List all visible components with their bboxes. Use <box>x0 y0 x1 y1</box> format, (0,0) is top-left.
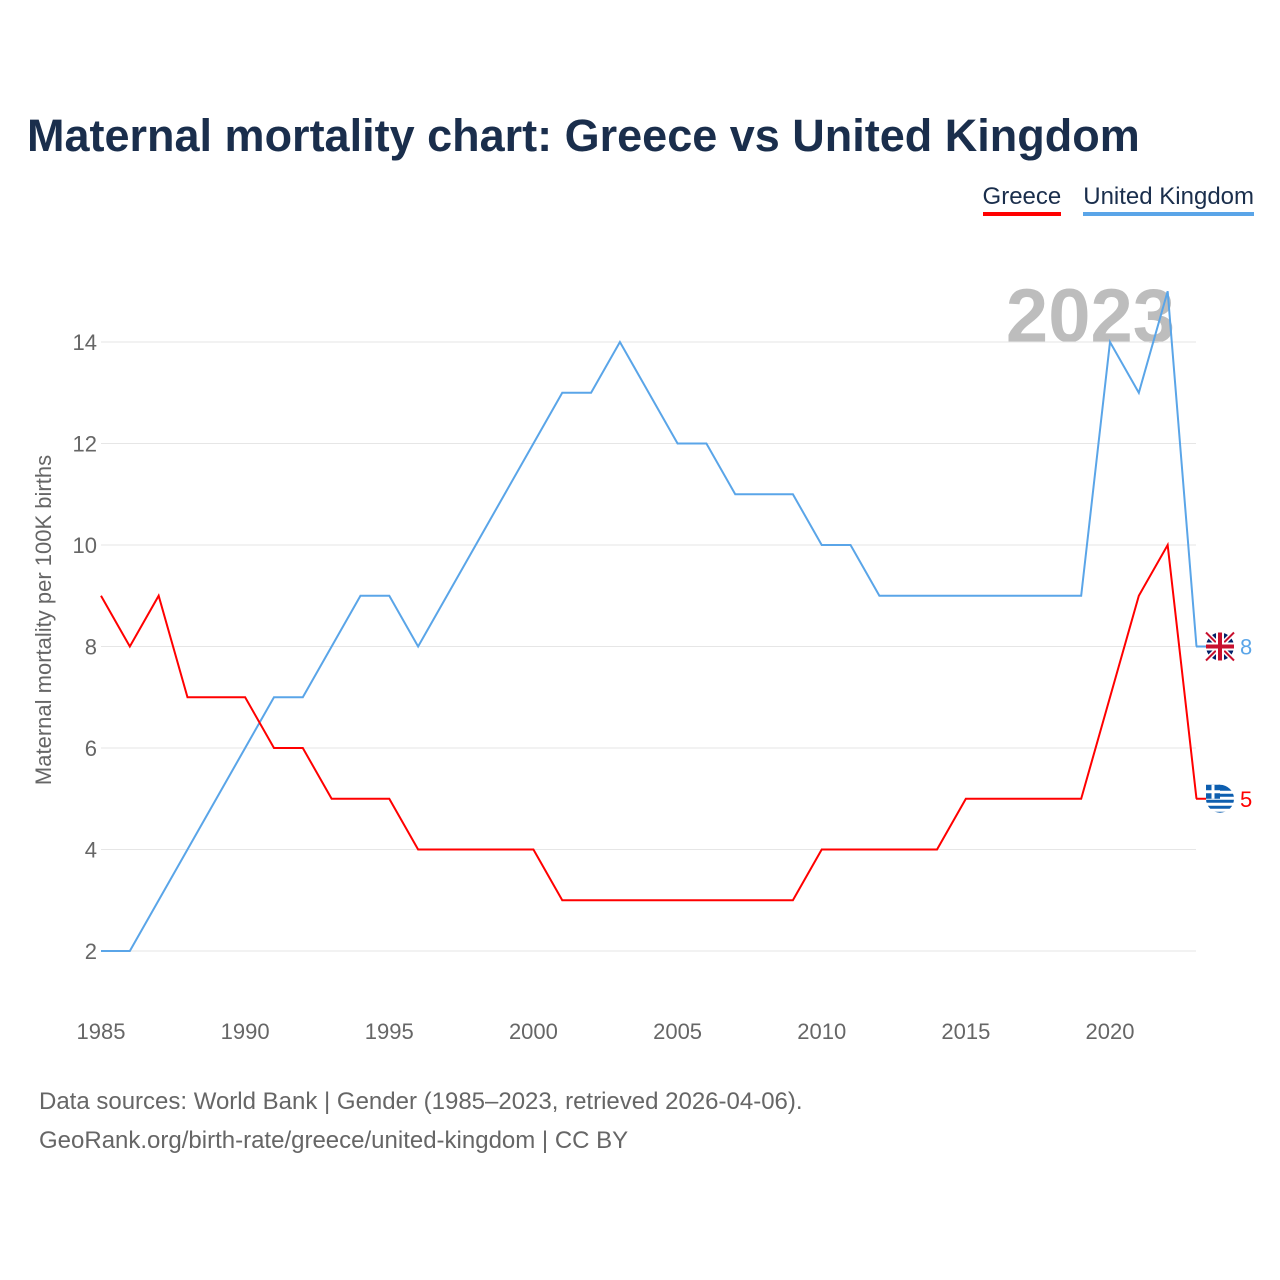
legend: Greece United Kingdom <box>982 183 1254 216</box>
x-tick-label: 1985 <box>77 1019 126 1044</box>
end-value-label: 8 <box>1240 635 1252 660</box>
y-tick-label: 2 <box>85 939 97 964</box>
series-line-greece <box>100 541 1198 902</box>
chart-title: Maternal mortality chart: Greece vs Unit… <box>27 110 1140 161</box>
y-tick-label: 4 <box>85 838 97 863</box>
x-tick-label: 2010 <box>797 1019 846 1044</box>
x-tick-label: 2000 <box>509 1019 558 1044</box>
greece-flag-icon <box>1206 784 1234 813</box>
x-tick-label: 2020 <box>1086 1019 1135 1044</box>
x-tick-label: 1990 <box>221 1019 270 1044</box>
y-tick-label: 8 <box>85 635 97 660</box>
legend-greece[interactable]: Greece <box>982 183 1062 216</box>
year-watermark: 2023 <box>1006 274 1175 359</box>
x-tick-label: 1995 <box>365 1019 414 1044</box>
series-line-united-kingdom <box>101 290 1198 952</box>
source-line-1: Data sources: World Bank | Gender (1985–… <box>39 1088 803 1115</box>
x-tick-label: 2015 <box>941 1019 990 1044</box>
legend-united-kingdom[interactable]: United Kingdom <box>1083 183 1254 216</box>
x-tick-label: 2005 <box>653 1019 702 1044</box>
y-axis-label: Maternal mortality per 100K births <box>31 455 56 785</box>
y-tick-label: 12 <box>73 432 97 457</box>
y-tick-label: 14 <box>73 330 97 355</box>
y-tick-label: 6 <box>85 736 97 761</box>
uk-flag-icon <box>1204 630 1236 663</box>
source-line-2: GeoRank.org/birth-rate/greece/united-kin… <box>39 1127 629 1154</box>
y-tick-label: 10 <box>73 533 97 558</box>
end-value-label: 5 <box>1240 787 1252 812</box>
